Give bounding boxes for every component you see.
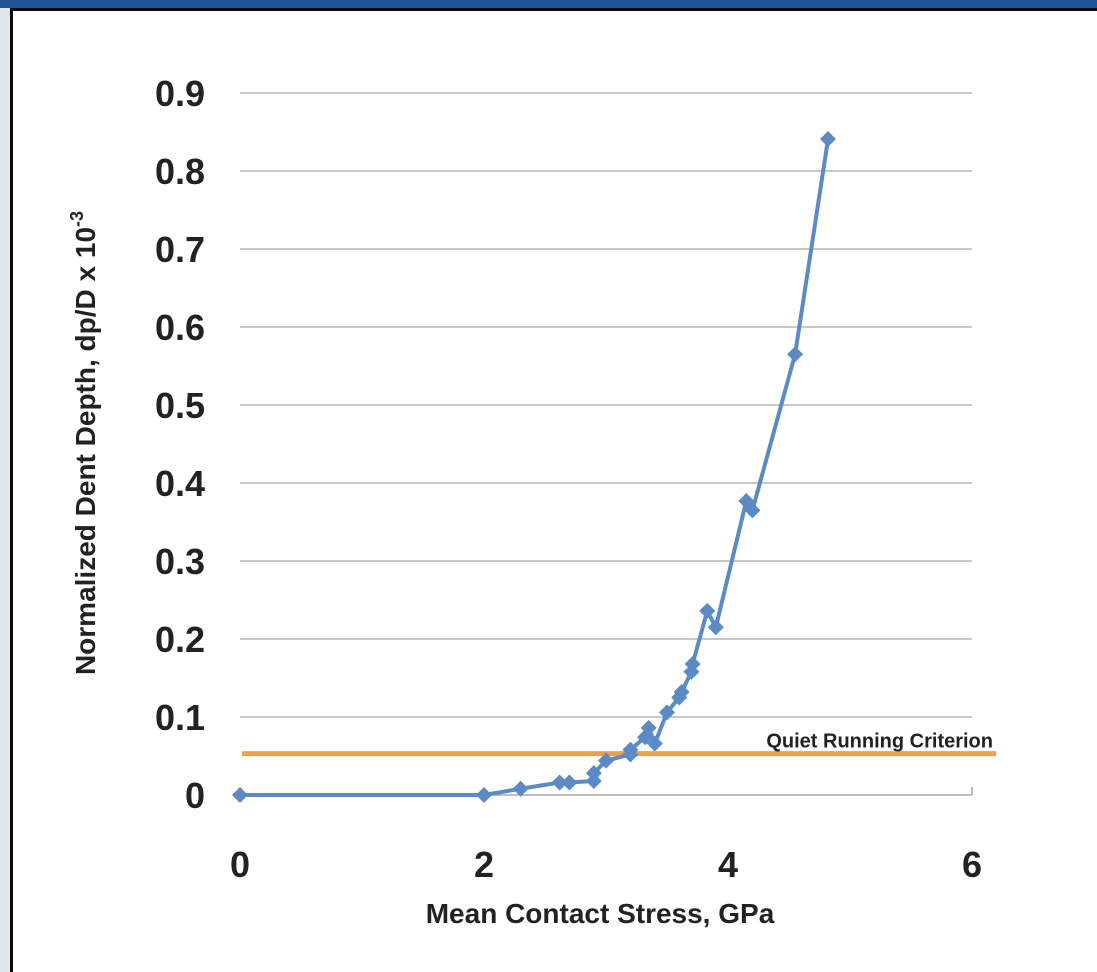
- y-tick-label-5: 0.5: [155, 385, 205, 426]
- x-tick-label-2: 4: [718, 844, 738, 885]
- x-axis-label: Mean Contact Stress, GPa: [426, 898, 775, 929]
- y-tick-label-6: 0.6: [155, 307, 205, 348]
- y-tick-label-3: 0.3: [155, 541, 205, 582]
- data-point-23: [820, 131, 837, 148]
- y-axis-label: Normalized Dent Depth, dp/D x 10-3: [67, 211, 101, 675]
- series-group: [232, 131, 837, 803]
- data-point-12: [646, 735, 663, 752]
- data-point-18: [699, 602, 716, 619]
- gridlines: [240, 92, 972, 718]
- data-point-1: [476, 787, 492, 803]
- tick-labels: 0 0.1 0.2 0.3 0.4 0.5 0.6 0.7 0.8 0.9 0 2 4 6: [155, 73, 982, 885]
- data-point-0: [232, 787, 248, 803]
- data-point-7: [598, 752, 614, 769]
- data-point-17: [684, 655, 701, 672]
- data-point-3: [551, 774, 568, 791]
- y-axis-label-exponent: -3: [67, 211, 87, 227]
- reference-line-label-0: Quiet Running Criterion: [766, 731, 993, 753]
- x-tick-label-0: 0: [230, 844, 250, 885]
- data-point-9: [622, 741, 639, 758]
- data-point-22: [787, 346, 804, 363]
- y-tick-label-9: 0.9: [155, 73, 205, 114]
- y-tick-label-2: 0.2: [155, 619, 205, 660]
- y-axis-label-text: Normalized Dent Depth, dp/D x 10: [70, 227, 101, 675]
- y-tick-label-4: 0.4: [155, 463, 205, 504]
- data-point-11: [640, 719, 657, 736]
- x-tick-label-3: 6: [962, 844, 982, 885]
- data-point-6: [585, 765, 602, 782]
- data-point-13: [659, 704, 675, 721]
- dent-depth-chart: Quiet Running Criterion 0 0.1 0.2 0.3 0.4 0.5…: [67, 73, 996, 929]
- y-tick-label-1: 0.1: [155, 697, 205, 738]
- y-tick-label-7: 0.7: [155, 229, 205, 270]
- y-tick-label-8: 0.8: [155, 151, 205, 192]
- window-top-bar: [0, 0, 1097, 8]
- x-tick-label-1: 2: [474, 844, 494, 885]
- data-point-21: [744, 502, 761, 519]
- data-point-4: [561, 774, 578, 791]
- reference-line-group: Quiet Running Criterion: [242, 731, 996, 757]
- series-line-0: [240, 138, 831, 797]
- data-point-15: [673, 684, 690, 701]
- y-tick-label-0: 0: [185, 775, 205, 816]
- data-point-2: [512, 780, 529, 797]
- chart-panel: Quiet Running Criterion 0 0.1 0.2 0.3 0.4 0.5…: [10, 8, 1097, 972]
- data-point-19: [707, 619, 724, 636]
